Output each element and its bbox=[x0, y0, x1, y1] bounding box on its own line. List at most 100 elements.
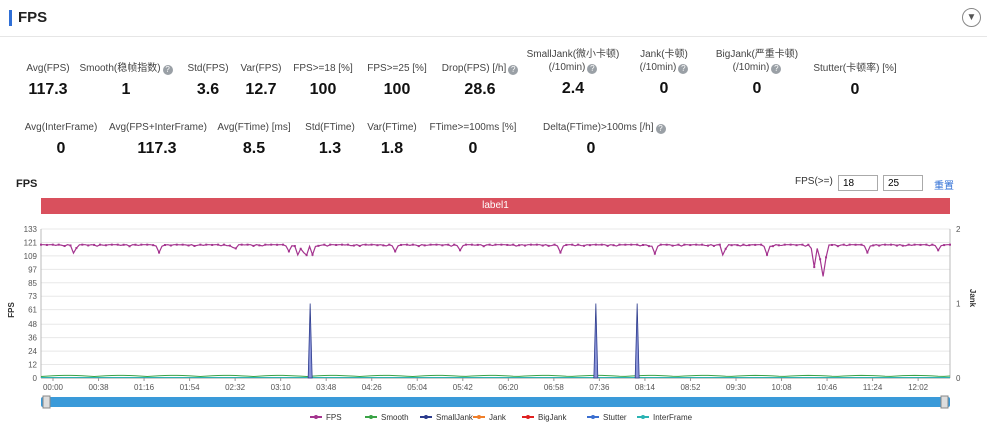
header-accent-bar bbox=[9, 10, 12, 26]
stat-label: Delta(FTime)>100ms [/h]? bbox=[543, 121, 666, 134]
fps-point bbox=[724, 247, 727, 250]
fps-point bbox=[75, 247, 78, 250]
fps-point bbox=[63, 245, 66, 248]
fps-point bbox=[884, 243, 887, 246]
x-tick-label: 08:14 bbox=[635, 383, 656, 392]
legend-marker bbox=[477, 415, 481, 419]
help-icon[interactable]: ? bbox=[508, 65, 519, 75]
help-icon[interactable]: ? bbox=[771, 64, 782, 74]
help-icon[interactable]: ? bbox=[587, 64, 598, 74]
y-axis-label: FPS bbox=[7, 302, 16, 318]
fps-threshold-input-2[interactable] bbox=[883, 175, 923, 191]
stat-10-stats_row1: BigJank(严重卡顿) (/10min)? 0 bbox=[709, 48, 805, 98]
fps-point bbox=[476, 243, 479, 246]
fps-point bbox=[659, 243, 662, 246]
y-tick-label: 121 bbox=[24, 238, 38, 247]
fps-point bbox=[830, 243, 833, 246]
stat-value: 1 bbox=[121, 81, 131, 98]
stat-6-stats_row1: FPS>=25 [%] 100 bbox=[349, 62, 445, 99]
fps-point bbox=[376, 244, 379, 247]
fps-point bbox=[577, 243, 580, 246]
help-icon[interactable]: ? bbox=[162, 65, 173, 75]
legend-label-jank: Jank bbox=[489, 413, 507, 422]
y-tick-label: 109 bbox=[24, 252, 38, 261]
fps-point bbox=[370, 243, 373, 246]
fps-point bbox=[937, 249, 940, 252]
x-tick-label: 10:08 bbox=[772, 383, 793, 392]
right-handle[interactable] bbox=[940, 395, 949, 409]
fps-point bbox=[299, 247, 302, 250]
stat-value: 1.3 bbox=[318, 140, 342, 157]
fps-point bbox=[488, 243, 491, 246]
fps-point bbox=[901, 244, 904, 247]
label-bar: label1 bbox=[41, 198, 950, 214]
stat-label: Drop(FPS) [/h]? bbox=[432, 62, 528, 75]
x-tick-label: 06:20 bbox=[498, 383, 519, 392]
fps-point bbox=[435, 243, 438, 246]
fps-point bbox=[494, 243, 497, 246]
fps-point bbox=[163, 244, 166, 247]
stat-8-stats_row1: SmallJank(微小卡顿) (/10min)? 2.4 bbox=[525, 48, 621, 98]
fps-point bbox=[718, 243, 721, 246]
stat-label: Var(FPS) bbox=[240, 63, 282, 74]
fps-point bbox=[559, 251, 562, 254]
fps-point bbox=[618, 243, 621, 246]
fps-threshold-input-1[interactable] bbox=[838, 175, 878, 191]
x-tick-label: 03:10 bbox=[271, 383, 292, 392]
legend-marker bbox=[369, 415, 373, 419]
fps-threshold-label: FPS(>=) bbox=[795, 176, 833, 187]
fps-point bbox=[352, 244, 355, 247]
stat-7-stats_row1: Drop(FPS) [/h]? 28.6 bbox=[432, 62, 528, 99]
legend-label-fps: FPS bbox=[326, 413, 342, 422]
y-tick-label: 61 bbox=[28, 306, 37, 315]
fps-point bbox=[683, 243, 686, 246]
fps-point bbox=[689, 244, 692, 247]
fps-point bbox=[795, 244, 798, 247]
fps-point bbox=[500, 243, 503, 246]
reset-button[interactable]: 重置 bbox=[934, 181, 954, 192]
stat-value: 0 bbox=[850, 81, 860, 98]
fps-point bbox=[211, 243, 214, 246]
fps-point bbox=[222, 243, 225, 246]
fps-point bbox=[405, 243, 408, 246]
y-tick-label: 73 bbox=[28, 292, 37, 301]
section-title: FPS bbox=[18, 9, 48, 26]
stat-label-line2: (/10min)? bbox=[709, 61, 805, 74]
stat-value: 0 bbox=[468, 140, 478, 157]
fps-point bbox=[99, 243, 102, 246]
fps-point bbox=[40, 243, 42, 246]
help-icon[interactable]: ? bbox=[655, 124, 666, 134]
stat-label: Jank(卡顿) bbox=[640, 49, 688, 60]
fps-point bbox=[842, 243, 845, 246]
fps-point bbox=[264, 243, 267, 246]
stat-label-line2: (/10min)? bbox=[525, 61, 621, 74]
stat-label: SmallJank(微小卡顿) bbox=[526, 49, 620, 60]
stat-4-stats_row2: Std(FTime) 1.3 bbox=[282, 121, 378, 158]
left-handle[interactable] bbox=[42, 395, 51, 409]
fps-point bbox=[246, 243, 249, 246]
fps-point bbox=[317, 244, 320, 247]
chevron-down-icon[interactable]: ▼ bbox=[962, 8, 981, 27]
fps-point bbox=[535, 243, 538, 246]
fps-point bbox=[140, 243, 143, 246]
fps-point bbox=[104, 244, 107, 247]
stat-value: 0 bbox=[752, 80, 762, 97]
fps-point bbox=[87, 244, 90, 247]
fps-point bbox=[647, 245, 650, 248]
fps-point bbox=[518, 244, 521, 247]
fps-point bbox=[919, 243, 922, 246]
fps-point bbox=[335, 243, 338, 246]
y-tick-label: 36 bbox=[28, 334, 37, 343]
fps-point bbox=[93, 243, 96, 246]
fps-point bbox=[606, 244, 609, 247]
fps-point bbox=[128, 245, 131, 248]
y2-tick-label: 0 bbox=[956, 374, 961, 383]
fps-point bbox=[199, 243, 202, 246]
fps-point bbox=[541, 244, 544, 247]
fps-point bbox=[459, 249, 462, 252]
x-tick-label: 09:30 bbox=[726, 383, 747, 392]
help-icon[interactable]: ? bbox=[678, 64, 689, 74]
x-tick-label: 00:38 bbox=[89, 383, 110, 392]
stat-4-stats_row1: Var(FPS) 12.7 bbox=[213, 62, 309, 99]
y2-tick-label: 2 bbox=[956, 225, 961, 234]
